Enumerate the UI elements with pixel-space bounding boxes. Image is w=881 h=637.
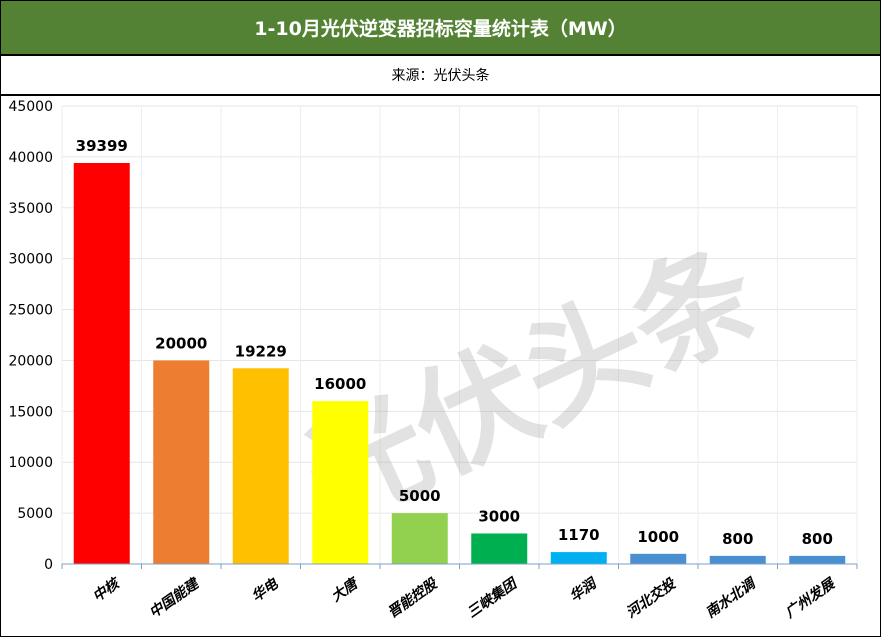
category-label: 河北交投 — [623, 574, 680, 621]
y-tick-label: 20000 — [8, 353, 53, 369]
y-tick-label: 35000 — [8, 201, 53, 217]
bar — [73, 163, 130, 564]
data-label: 800 — [722, 530, 753, 548]
y-tick-label: 45000 — [8, 99, 53, 115]
bar — [550, 552, 607, 564]
chart-source: 来源：光伏头条 — [1, 56, 880, 96]
data-label: 3000 — [478, 507, 520, 525]
bar — [153, 360, 210, 564]
data-label: 20000 — [155, 334, 207, 352]
data-label: 39399 — [76, 137, 128, 155]
data-label: 5000 — [399, 487, 441, 505]
data-label: 19229 — [235, 342, 287, 360]
y-tick-label: 15000 — [8, 404, 53, 420]
data-label: 16000 — [314, 375, 366, 393]
data-label: 1170 — [558, 526, 600, 544]
category-label: 华电 — [248, 575, 282, 606]
bar — [471, 533, 528, 564]
category-label: 三峡集团 — [464, 574, 521, 621]
bar — [709, 555, 766, 564]
y-tick-label: 30000 — [8, 252, 53, 268]
y-tick-label: 5000 — [17, 506, 53, 522]
bar — [630, 553, 687, 564]
category-label: 大唐 — [328, 574, 363, 606]
y-tick-label: 0 — [44, 557, 53, 573]
bar — [232, 368, 289, 564]
chart-title: 1-10月光伏逆变器招标容量统计表（MW） — [1, 1, 880, 56]
category-label: 中核 — [89, 574, 124, 606]
category-label: 中国能建 — [146, 574, 203, 621]
bar — [312, 401, 369, 564]
y-tick-label: 10000 — [8, 455, 53, 471]
category-label: 南水北调 — [702, 574, 760, 622]
data-label: 1000 — [637, 528, 679, 546]
bar — [391, 513, 448, 564]
y-tick-label: 25000 — [8, 303, 53, 319]
bar — [789, 555, 846, 564]
category-label: 华润 — [566, 574, 601, 606]
data-label: 800 — [802, 530, 833, 548]
category-label: 广州发展 — [781, 574, 839, 622]
category-label: 晋能控股 — [384, 574, 441, 621]
y-tick-label: 40000 — [8, 150, 53, 166]
